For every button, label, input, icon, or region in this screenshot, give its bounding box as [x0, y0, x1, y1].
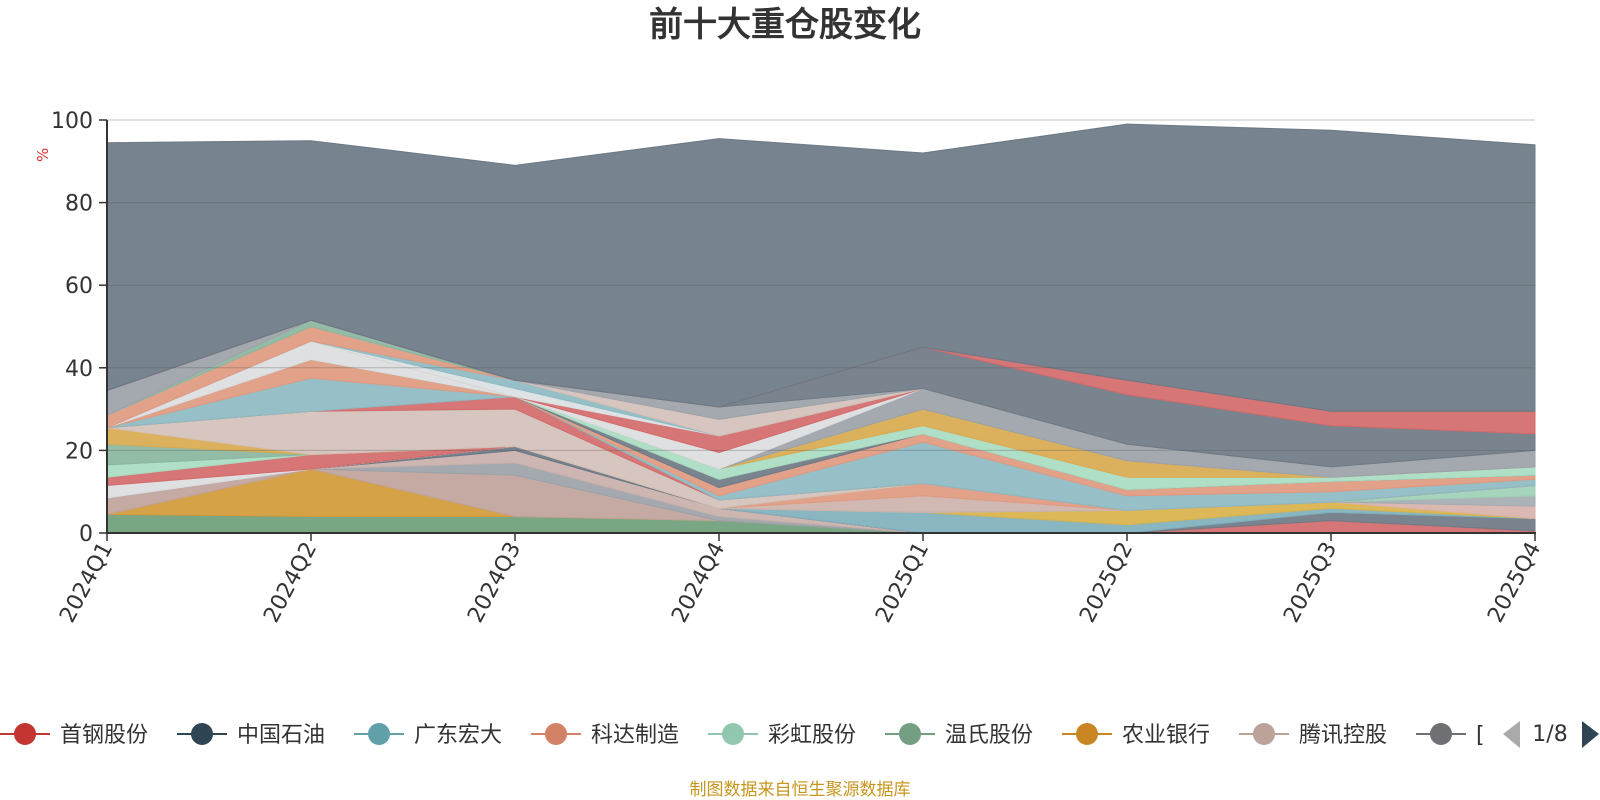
- x-tick-label-7: 2025Q4: [1483, 538, 1546, 627]
- legend: 首钢股份 中国石油 广东宏大 科达制造 彩虹股份 温氏股份 农业银行 腾讯控股 [: [0, 723, 1485, 748]
- x-tick-label-3: 2024Q4: [667, 538, 730, 627]
- legend-item-5[interactable]: 温氏股份: [885, 723, 1033, 748]
- axes: [106, 120, 1536, 534]
- legend-item-2[interactable]: 广东宏大: [354, 723, 502, 748]
- legend-marker-icon: [1253, 723, 1275, 745]
- legend-item-0[interactable]: 首钢股份: [0, 723, 148, 748]
- y-tick-label-4: 80: [65, 192, 93, 217]
- y-tick-label-0: 0: [79, 522, 93, 547]
- legend-label: 农业银行: [1122, 723, 1210, 748]
- prev-page-icon[interactable]: [1503, 721, 1520, 748]
- y-tick-label-2: 40: [65, 357, 93, 382]
- x-tick-label-2: 2024Q3: [463, 538, 526, 627]
- legend-label: 腾讯控股: [1299, 723, 1387, 748]
- legend-marker-icon: [545, 723, 567, 745]
- area-series-40: [106, 123, 1536, 412]
- legend-label: 科达制造: [591, 723, 679, 748]
- legend-item-6[interactable]: 农业银行: [1062, 723, 1210, 748]
- legend-item-1[interactable]: 中国石油: [177, 723, 325, 748]
- y-tick-label-5: 100: [51, 109, 93, 134]
- y-tick-label-1: 20: [65, 439, 93, 464]
- legend-marker-icon: [14, 723, 36, 745]
- legend-label: 首钢股份: [60, 723, 148, 748]
- legend-label: 广东宏大: [414, 723, 502, 748]
- x-tick-label-0: 2024Q1: [55, 538, 118, 627]
- legend-label: [: [1476, 723, 1485, 748]
- x-tick-label-6: 2025Q3: [1279, 538, 1342, 627]
- legend-item-4[interactable]: 彩虹股份: [708, 723, 856, 748]
- legend-page-indicator: 1/8: [1532, 722, 1567, 747]
- legend-marker-icon: [899, 723, 921, 745]
- gridlines: [107, 119, 1535, 451]
- x-tick-label-4: 2025Q1: [871, 538, 934, 627]
- legend-pager: 1/8: [1503, 721, 1599, 748]
- legend-label: 温氏股份: [945, 723, 1033, 748]
- legend-marker-icon: [722, 723, 744, 745]
- legend-label: 中国石油: [237, 723, 325, 748]
- y-tick-label-3: 60: [65, 274, 93, 299]
- y-axis-unit: %: [34, 148, 52, 162]
- legend-item-7[interactable]: 腾讯控股: [1239, 723, 1387, 748]
- chart-title: 前十大重仓股变化: [649, 5, 921, 45]
- legend-label: 彩虹股份: [768, 723, 856, 748]
- x-tick-label-1: 2024Q2: [259, 538, 322, 627]
- legend-marker-icon: [1430, 723, 1452, 745]
- legend-marker-icon: [368, 723, 390, 745]
- legend-item-8[interactable]: [: [1416, 723, 1485, 748]
- area-series-group: [106, 123, 1536, 534]
- x-tick-label-5: 2025Q2: [1075, 538, 1138, 627]
- legend-marker-icon: [1076, 723, 1098, 745]
- next-page-icon[interactable]: [1582, 721, 1599, 748]
- legend-item-3[interactable]: 科达制造: [531, 723, 679, 748]
- data-source-note: 制图数据来自恒生聚源数据库: [690, 780, 911, 800]
- legend-marker-icon: [191, 723, 213, 745]
